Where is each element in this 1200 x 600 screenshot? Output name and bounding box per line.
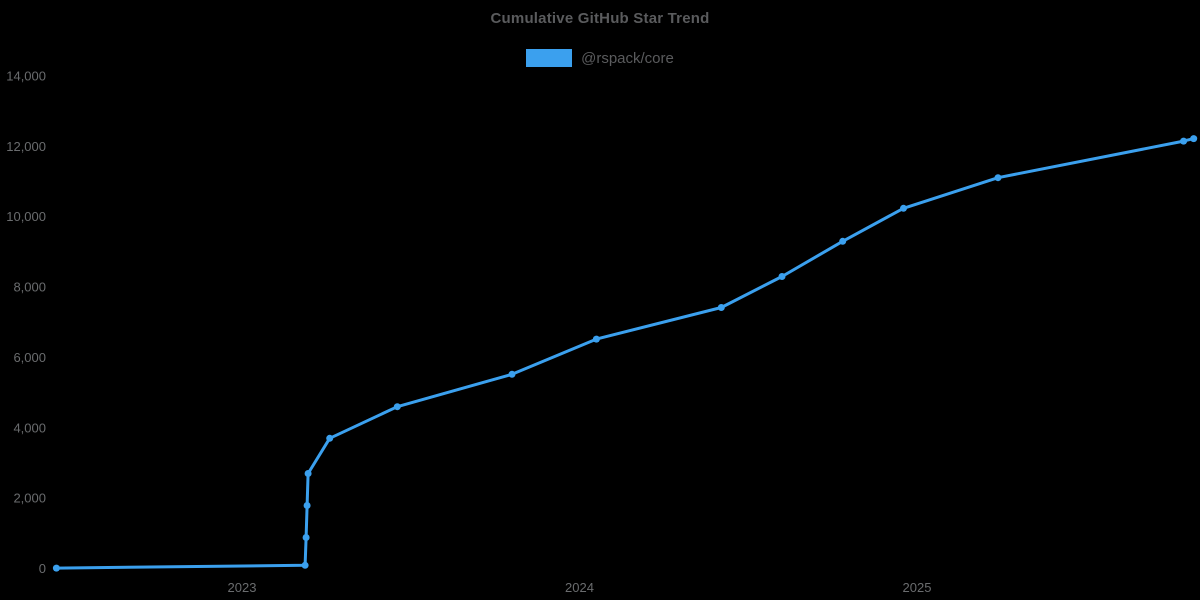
data-point[interactable] — [326, 434, 334, 442]
legend: @rspack/core — [0, 48, 1200, 68]
data-point[interactable] — [900, 204, 907, 212]
trend-line — [54, 137, 1196, 570]
data-point[interactable] — [592, 335, 600, 343]
data-point[interactable] — [304, 470, 312, 477]
y-axis-tick-label: 6,000 — [13, 350, 46, 365]
data-point[interactable] — [52, 564, 60, 572]
legend-swatch — [526, 49, 573, 67]
y-axis-tick-label: 10,000 — [6, 209, 46, 224]
y-axis-tick-label: 2,000 — [13, 491, 46, 506]
data-point[interactable] — [717, 304, 725, 311]
data-point[interactable] — [778, 273, 786, 280]
data-point[interactable] — [1180, 137, 1188, 145]
data-point[interactable] — [839, 237, 847, 245]
data-point[interactable] — [508, 370, 516, 378]
data-point[interactable] — [303, 502, 311, 509]
y-axis-tick-label: 8,000 — [13, 280, 46, 295]
data-point[interactable] — [302, 534, 310, 541]
x-axis-tick-label: 2024 — [565, 580, 594, 595]
y-axis-tick-label: 12,000 — [6, 139, 46, 154]
data-point[interactable] — [1190, 135, 1198, 143]
data-point[interactable] — [301, 561, 309, 569]
legend-label: @rspack/core — [581, 49, 674, 67]
y-axis-tick-label: 4,000 — [13, 420, 46, 435]
y-axis-tick-label: 0 — [39, 561, 46, 576]
x-axis-tick-label: 2025 — [903, 580, 932, 595]
x-axis-tick-label: 2023 — [228, 580, 257, 595]
data-point[interactable] — [994, 174, 1002, 182]
chart-title: Cumulative GitHub Star Trend — [490, 10, 710, 27]
data-point[interactable] — [393, 403, 401, 411]
y-axis-tick-label: 14,000 — [6, 69, 46, 84]
